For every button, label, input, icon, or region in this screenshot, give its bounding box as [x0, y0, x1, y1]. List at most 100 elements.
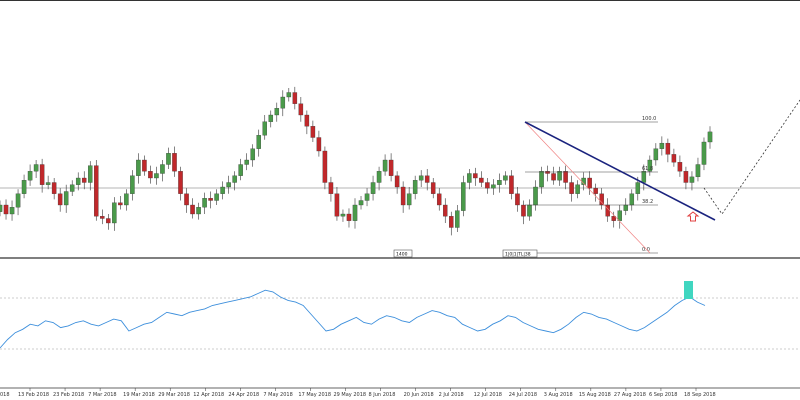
bull-candle	[220, 186, 225, 194]
oscillator-signal-box	[684, 281, 693, 299]
x-tick-label: 7 May 2018	[263, 392, 292, 398]
x-tick-label: 7 Mar 2018	[88, 392, 117, 398]
bear-candle	[172, 153, 177, 172]
fib-diagonal	[524, 121, 651, 254]
bull-candle	[557, 171, 562, 181]
bull-candle	[280, 96, 286, 109]
bear-candle	[449, 216, 454, 228]
x-tick-label: 18 Sep 2018	[684, 392, 716, 398]
bull-candle	[647, 159, 653, 172]
bear-candle	[593, 187, 598, 194]
fib-level-label: 0.0	[642, 247, 650, 253]
fib-level-label: 61.8	[642, 166, 653, 172]
fib-level-label: 38.2	[642, 199, 653, 205]
bull-candle	[539, 171, 544, 188]
bear-candle	[545, 171, 550, 174]
x-tick-label: 3 Aug 2018	[544, 392, 573, 398]
bear-candle	[599, 193, 604, 206]
x-tick-label: 6 Sep 2018	[649, 392, 678, 398]
bear-candle	[665, 142, 671, 155]
bull-candle	[136, 159, 141, 176]
bull-candle	[160, 164, 165, 174]
bull-candle	[256, 135, 261, 149]
x-tick-label: 19 Mar 2018	[123, 392, 155, 398]
bull-candle	[623, 204, 629, 211]
up-arrow-outline-icon	[686, 211, 700, 222]
bear-candle	[316, 137, 322, 152]
marker-box	[393, 249, 413, 258]
bull-candle	[617, 210, 623, 221]
oscillator-panel	[0, 281, 800, 350]
x-tick-label: 29 May 2018	[333, 392, 366, 398]
bull-candle	[202, 198, 207, 208]
bear-candle	[388, 159, 394, 176]
bear-candle	[310, 126, 316, 138]
bull-candle	[238, 164, 243, 176]
bull-candle	[653, 148, 659, 161]
bear-candle	[100, 216, 105, 219]
bear-candle	[298, 103, 304, 116]
x-tick-label: 13 Feb 2018	[18, 392, 49, 398]
bull-candle	[15, 193, 21, 208]
bear-candle	[39, 164, 45, 185]
bull-candle	[45, 182, 51, 185]
bull-candle	[21, 180, 27, 194]
bear-candle	[436, 193, 442, 206]
bull-candle	[124, 193, 129, 206]
bear-candle	[292, 92, 298, 104]
price-grid	[0, 0, 800, 389]
bull-candle	[461, 182, 466, 211]
bull-candle	[406, 193, 412, 206]
bear-candle	[587, 177, 592, 189]
bull-candle	[352, 204, 358, 221]
x-tick-label: 12 Apr 2018	[193, 392, 224, 398]
bull-candle	[575, 184, 580, 194]
bear-candle	[208, 198, 213, 201]
x-tick-label: 8 Jun 2018	[369, 392, 396, 398]
bear-candle	[611, 216, 616, 221]
bear-candle	[430, 182, 436, 194]
bull-candle	[69, 184, 75, 192]
bull-candle	[340, 213, 346, 217]
bull-candle	[635, 182, 641, 194]
bull-candle	[130, 175, 135, 194]
bear-candle	[442, 204, 448, 217]
bull-candle	[533, 186, 538, 206]
bull-candle	[63, 191, 69, 206]
x-tick-label: 24 Apr 2018	[228, 392, 259, 398]
bull-candle	[9, 207, 15, 215]
bear-candle	[521, 204, 526, 217]
bull-candle	[250, 148, 255, 161]
fib-level-label: 100.0	[642, 116, 656, 122]
x-tick-label: 23 Feb 2018	[53, 392, 84, 398]
bull-candle	[376, 171, 382, 183]
projection-dashed-path	[703, 99, 800, 215]
bull-candle	[87, 165, 93, 183]
bear-candle	[485, 182, 490, 189]
bear-candle	[148, 171, 153, 179]
bull-candle	[358, 200, 364, 206]
bear-candle	[473, 173, 478, 179]
bull-candle	[232, 175, 237, 183]
bull-candle	[154, 173, 159, 179]
bear-candle	[551, 173, 556, 181]
bull-candle	[418, 175, 424, 181]
bull-candle	[75, 177, 81, 185]
x-tick-label: 27 Aug 2018	[614, 392, 646, 398]
x-tick-label: 018	[0, 392, 10, 398]
bull-candle	[226, 182, 231, 188]
bull-candle	[0, 204, 3, 212]
bull-candle	[268, 114, 274, 122]
fibonacci-retracement[interactable]: 100.0 61.8 38.2 0.0	[524, 116, 658, 254]
x-tick-label: 15 Aug 2018	[579, 392, 611, 398]
bull-candle	[112, 202, 117, 224]
bull-candle	[27, 171, 33, 181]
bull-candle	[455, 210, 460, 228]
bear-candle	[57, 193, 63, 206]
bear-candle	[184, 193, 189, 206]
bull-candle	[503, 175, 508, 181]
bull-candle	[467, 173, 472, 183]
bear-candle	[346, 213, 352, 221]
bull-candle	[274, 108, 280, 116]
